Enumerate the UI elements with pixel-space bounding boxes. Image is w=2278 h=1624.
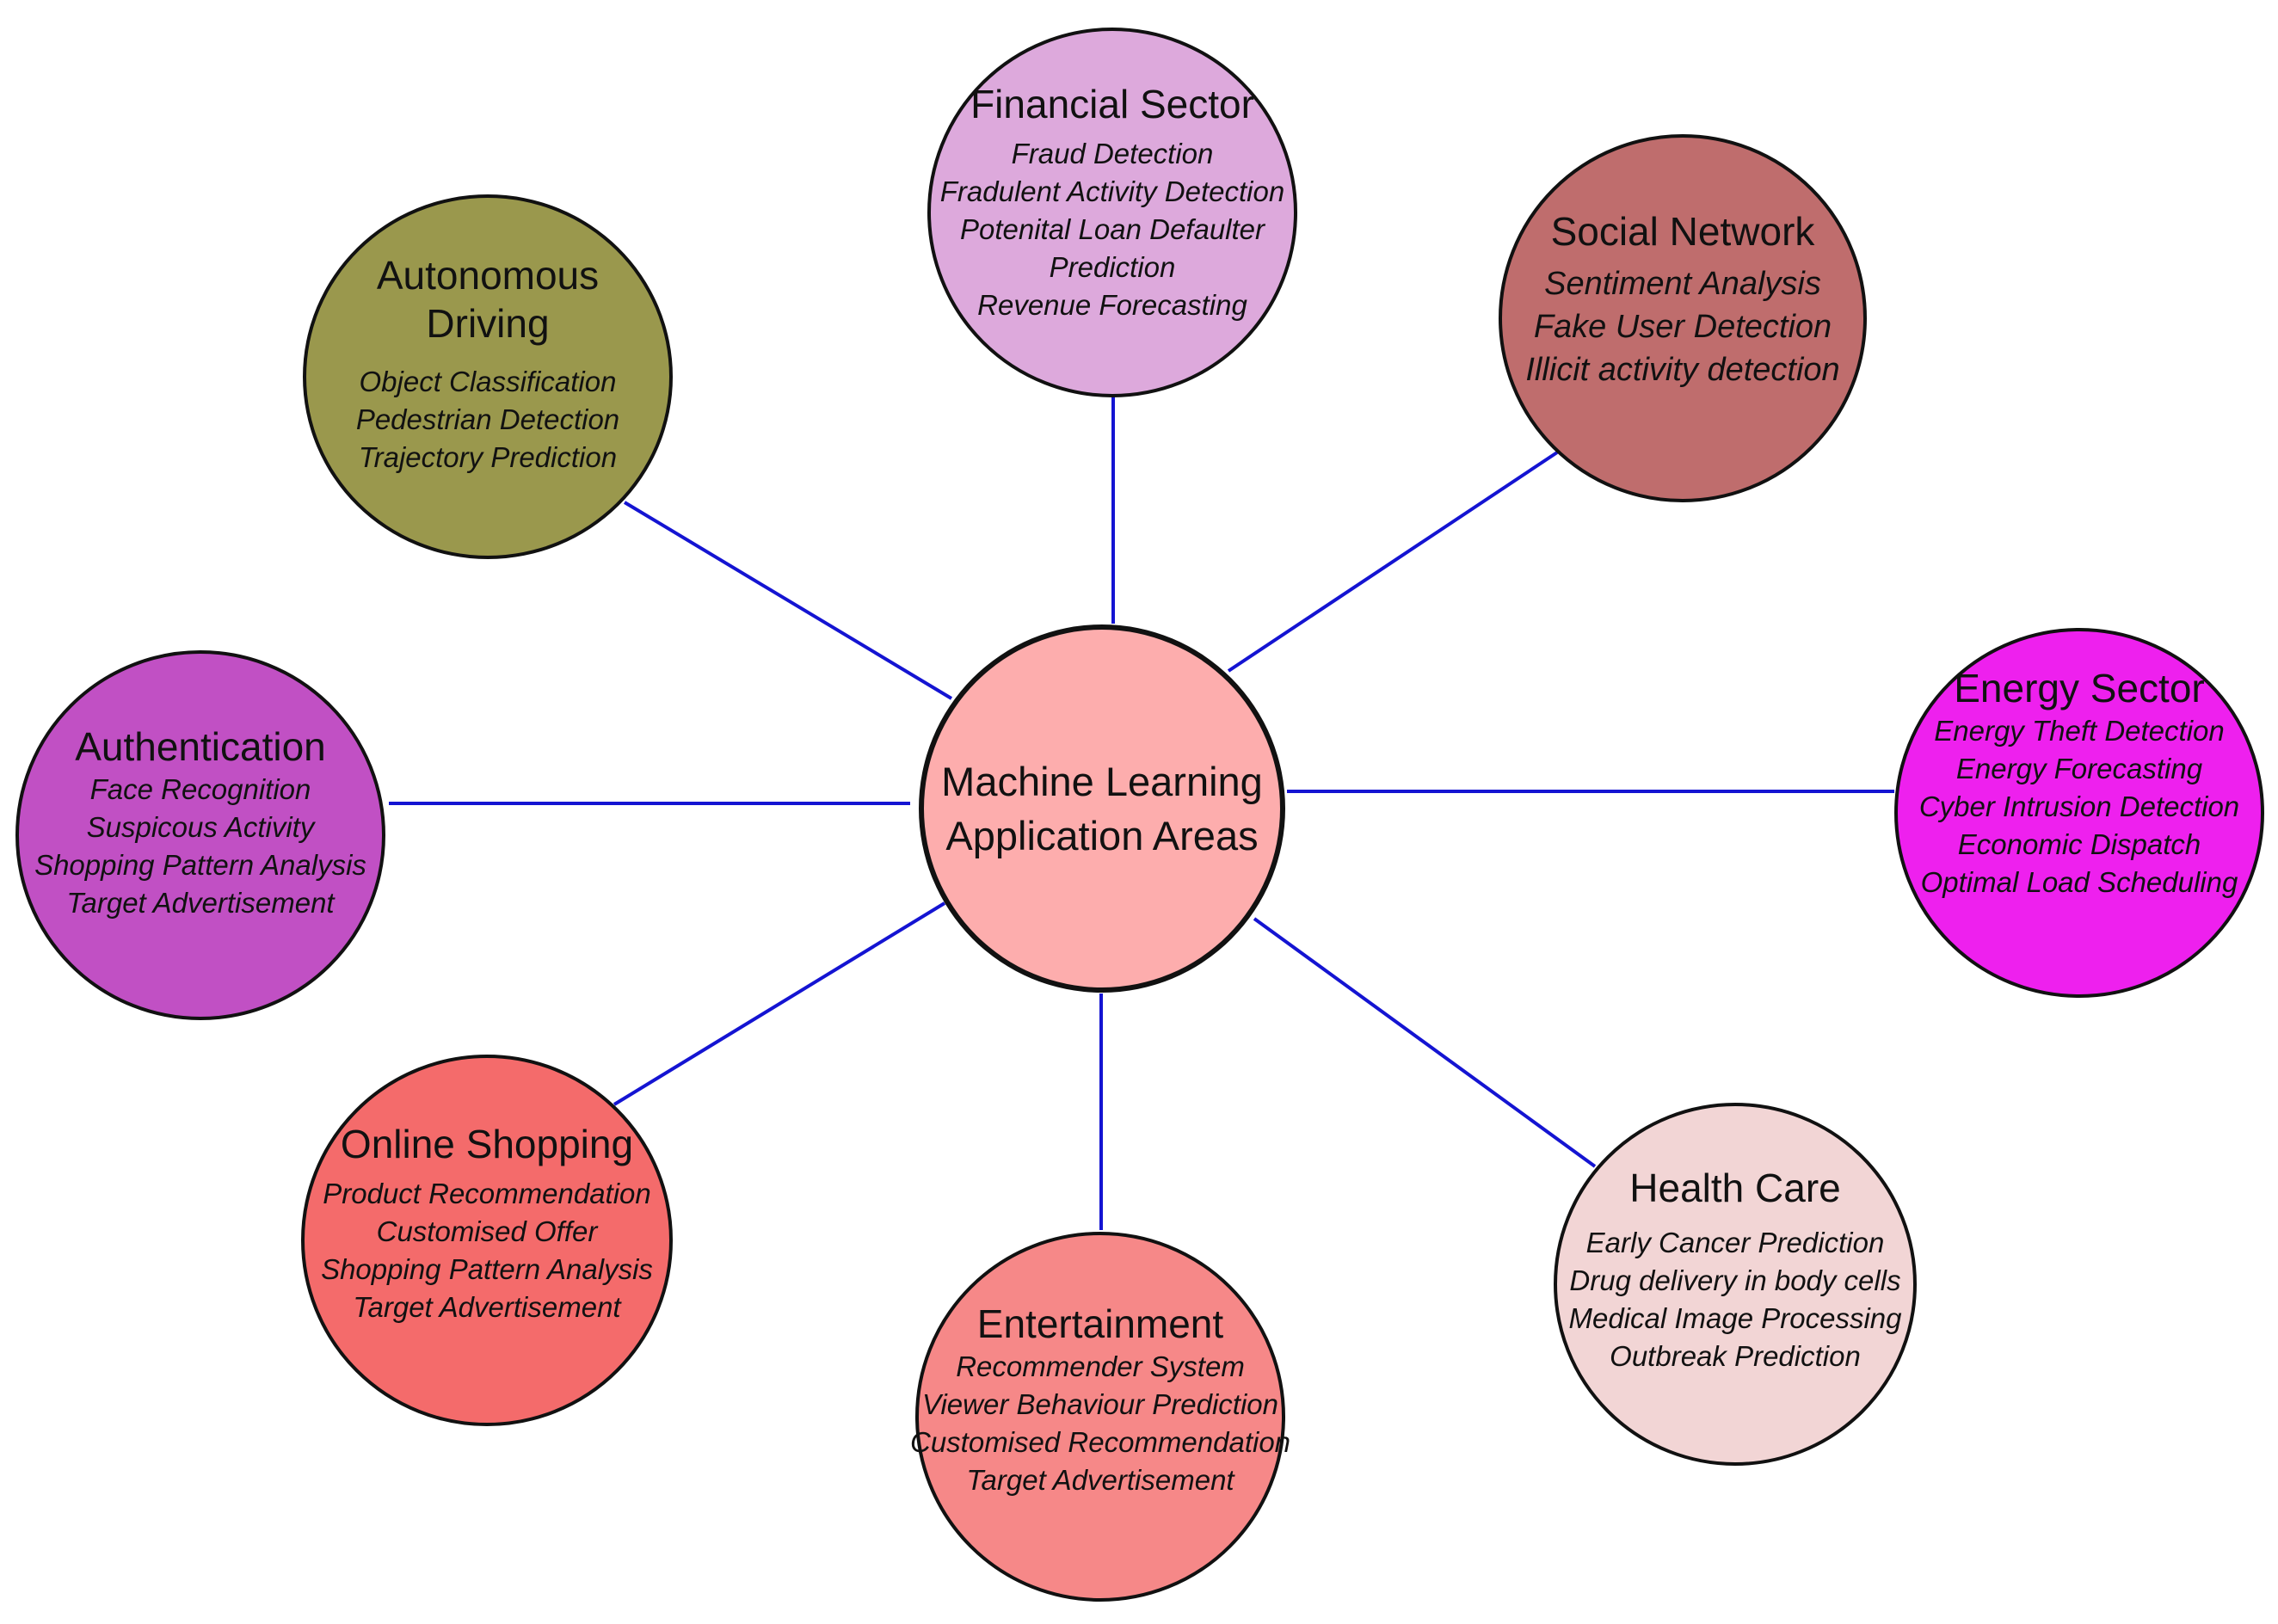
center-title: Machine Learning Application Areas (941, 758, 1263, 858)
node-item: Fraud Detection (1011, 138, 1214, 170)
node-item: Target Advertisement (353, 1291, 621, 1324)
node-items: Fraud Detection Fradulent Activity Detec… (940, 135, 1284, 324)
node-title: Entertainment (976, 1301, 1224, 1346)
node-financial-sector: Financial Sector Fraud Detection Fradule… (927, 28, 1297, 397)
node-title: Online Shopping (340, 1121, 634, 1166)
node-item: Shopping Pattern Analysis (34, 849, 366, 882)
node-item: Economic Dispatch (1957, 828, 2201, 861)
node-item: Customised Recommendation (909, 1426, 1291, 1459)
node-items: Product Recommendation Customised Offer … (321, 1175, 653, 1326)
node-item: Product Recommendation (323, 1178, 651, 1210)
node-item: Fradulent Activity Detection (939, 175, 1285, 208)
node-title: Energy Sector (1954, 665, 2205, 710)
node-item: Medical Image Processing (1568, 1302, 1902, 1335)
node-item: Object Classification (359, 366, 617, 398)
node-item: Energy Theft Detection (1934, 715, 2225, 747)
node-title: Financial Sector (970, 81, 1254, 126)
node-item: Suspicous Activity (86, 811, 315, 844)
node-items: Energy Theft Detection Energy Forecastin… (1919, 712, 2239, 901)
node-online-shopping: Online Shopping Product Recommendation C… (301, 1055, 673, 1426)
node-item: Recommender System (956, 1350, 1245, 1383)
node-item: Illicit activity detection (1525, 352, 1840, 389)
node-item: Prediction (1049, 251, 1176, 284)
node-social-network: Social Network Sentiment Analysis Fake U… (1499, 134, 1867, 502)
node-item: Shopping Pattern Analysis (321, 1253, 653, 1286)
center-node: Machine Learning Application Areas (919, 624, 1285, 993)
node-items: Face Recognition Suspicous Activity Shop… (34, 771, 366, 922)
node-item: Outbreak Prediction (1610, 1340, 1861, 1373)
node-title: Health Care (1629, 1165, 1841, 1210)
node-item: Pedestrian Detection (355, 403, 620, 436)
link-social (1227, 451, 1559, 673)
node-health-care: Health Care Early Cancer Prediction Drug… (1554, 1103, 1917, 1466)
link-online-shopping (613, 901, 946, 1106)
node-energy-sector: Energy Sector Energy Theft Detection Ene… (1894, 628, 2264, 998)
node-item: Energy Forecasting (1955, 753, 2203, 785)
node-title: Social Network (1550, 208, 1815, 254)
node-authentication: Authentication Face Recognition Suspicou… (15, 650, 385, 1020)
node-item: Optimal Load Scheduling (1920, 866, 2238, 899)
link-health (1253, 917, 1597, 1168)
node-item: Target Advertisement (66, 887, 335, 920)
node-title: Authentication (75, 723, 326, 769)
node-items: Early Cancer Prediction Drug delivery in… (1568, 1224, 1901, 1375)
node-items: Object Classification Pedestrian Detecti… (356, 363, 619, 477)
node-item: Drug delivery in body cells (1569, 1264, 1901, 1297)
node-item: Customised Offer (376, 1215, 598, 1248)
node-entertainment: Entertainment Recommender System Viewer … (910, 1232, 1290, 1602)
node-item: Target Advertisement (966, 1464, 1234, 1497)
node-item: Face Recognition (89, 773, 311, 806)
link-autonomous (623, 501, 953, 700)
node-items: Recommender System Viewer Behaviour Pred… (910, 1348, 1290, 1499)
node-item: Cyber Intrusion Detection (1918, 790, 2240, 823)
node-item: Revenue Forecasting (977, 289, 1247, 322)
node-items: Sentiment Analysis Fake User Detection I… (1525, 262, 1839, 391)
node-item: Viewer Behaviour Prediction (922, 1388, 1278, 1421)
node-item: Trajectory Prediction (358, 441, 618, 474)
node-item: Fake User Detection (1533, 309, 1832, 346)
node-title: Autonomous Driving (376, 252, 600, 346)
node-item: Potenital Loan Defaulter (959, 213, 1265, 246)
node-item: Sentiment Analysis (1544, 266, 1821, 303)
node-autonomous-driving: Autonomous Driving Object Classification… (303, 194, 673, 559)
node-item: Early Cancer Prediction (1585, 1227, 1885, 1259)
